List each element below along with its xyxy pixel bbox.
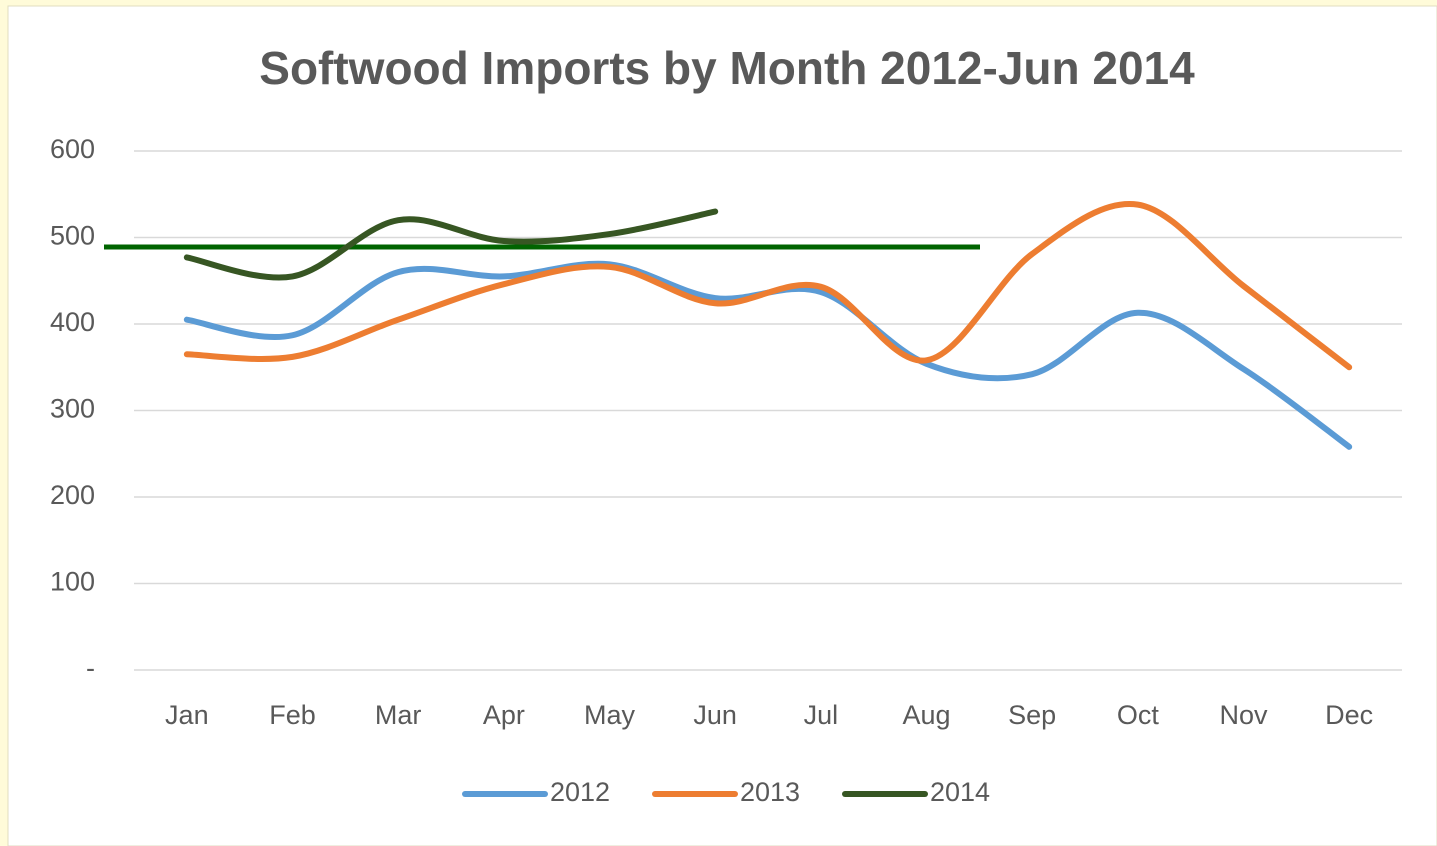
legend-label: 2013: [740, 777, 800, 807]
x-tick-label: Jan: [165, 700, 209, 730]
x-tick-label: Nov: [1219, 700, 1268, 730]
x-tick-label: May: [584, 700, 636, 730]
x-tick-label: Jun: [693, 700, 737, 730]
x-tick-label: Oct: [1117, 700, 1160, 730]
legend-label: 2014: [930, 777, 990, 807]
y-tick-label: 600: [50, 134, 95, 164]
chart-title: Softwood Imports by Month 2012-Jun 2014: [259, 42, 1195, 94]
x-tick-label: Feb: [269, 700, 316, 730]
x-tick-label: Sep: [1008, 700, 1056, 730]
x-tick-label: Apr: [483, 700, 525, 730]
x-tick-label: Jul: [804, 700, 839, 730]
chart-area: [7, 5, 1437, 846]
series-line: [183, 200, 1353, 371]
x-tick-label: Mar: [375, 700, 422, 730]
x-tick-label: Dec: [1325, 700, 1373, 730]
y-tick-label: 200: [50, 480, 95, 510]
y-tick-label: 100: [50, 567, 95, 597]
y-tick-label: 500: [50, 221, 95, 251]
series-line: [183, 208, 719, 281]
x-tick-label: Aug: [902, 700, 950, 730]
legend-label: 2012: [550, 777, 610, 807]
y-tick-label: -: [86, 653, 95, 683]
y-tick-label: 300: [50, 394, 95, 424]
y-tick-label: 400: [50, 307, 95, 337]
